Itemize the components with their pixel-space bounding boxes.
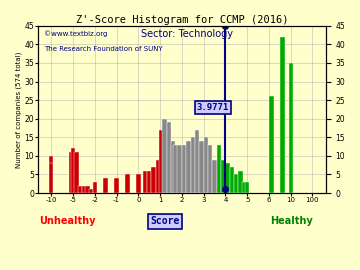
Bar bbox=[85, 185, 90, 193]
Bar bbox=[162, 119, 167, 193]
Bar bbox=[190, 137, 195, 193]
Bar bbox=[221, 160, 225, 193]
Bar bbox=[238, 171, 243, 193]
Bar bbox=[280, 37, 285, 193]
Bar bbox=[156, 160, 160, 193]
Bar bbox=[182, 145, 186, 193]
Bar bbox=[89, 189, 93, 193]
Bar bbox=[186, 141, 190, 193]
Bar bbox=[49, 156, 53, 193]
Text: ©www.textbiz.org: ©www.textbiz.org bbox=[44, 31, 107, 38]
Bar bbox=[75, 152, 79, 193]
Bar bbox=[69, 152, 73, 193]
Bar bbox=[78, 185, 82, 193]
Bar bbox=[234, 174, 238, 193]
Text: The Research Foundation of SUNY: The Research Foundation of SUNY bbox=[44, 46, 163, 52]
Text: 3.9771: 3.9771 bbox=[197, 103, 229, 112]
Bar bbox=[125, 174, 130, 193]
Bar bbox=[217, 145, 221, 193]
Bar bbox=[230, 167, 234, 193]
Bar bbox=[143, 171, 147, 193]
Bar bbox=[242, 182, 246, 193]
Bar bbox=[212, 160, 217, 193]
Bar bbox=[173, 145, 177, 193]
Bar bbox=[177, 145, 182, 193]
Bar bbox=[159, 130, 163, 193]
Text: Unhealthy: Unhealthy bbox=[39, 217, 95, 227]
Bar bbox=[114, 178, 119, 193]
Bar bbox=[71, 148, 75, 193]
Bar bbox=[49, 163, 53, 193]
Bar bbox=[93, 182, 97, 193]
Bar bbox=[171, 141, 175, 193]
Bar bbox=[195, 130, 199, 193]
Bar bbox=[204, 137, 208, 193]
Bar bbox=[225, 163, 230, 193]
Text: Healthy: Healthy bbox=[270, 217, 312, 227]
Bar bbox=[151, 167, 156, 193]
Bar bbox=[136, 174, 140, 193]
Text: Sector: Technology: Sector: Technology bbox=[141, 29, 233, 39]
Bar bbox=[167, 122, 171, 193]
Bar bbox=[82, 185, 86, 193]
Bar bbox=[245, 182, 249, 193]
Title: Z'-Score Histogram for CCMP (2016): Z'-Score Histogram for CCMP (2016) bbox=[76, 15, 288, 25]
Text: Score: Score bbox=[150, 217, 179, 227]
Bar bbox=[103, 178, 108, 193]
Bar bbox=[269, 96, 274, 193]
Bar bbox=[289, 63, 293, 193]
Bar bbox=[208, 145, 212, 193]
Y-axis label: Number of companies (574 total): Number of companies (574 total) bbox=[15, 51, 22, 168]
Bar bbox=[199, 141, 204, 193]
Bar bbox=[147, 171, 152, 193]
